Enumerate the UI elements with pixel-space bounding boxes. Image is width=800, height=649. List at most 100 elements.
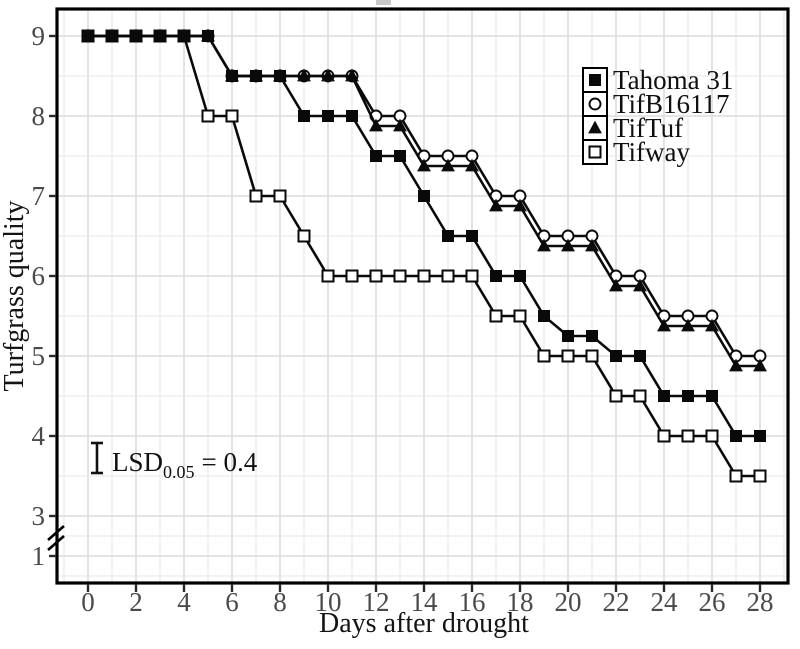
marker-filled-square-tahoma31	[538, 310, 550, 322]
marker-filled-triangle-tiftuf	[537, 238, 551, 252]
marker-open-square-tifway	[417, 269, 431, 283]
y-axis-break-slash	[47, 525, 65, 541]
marker-filled-triangle-tiftuf	[729, 358, 743, 372]
y-tick-label: 1	[32, 541, 46, 571]
marker-open-square-tifway	[513, 309, 527, 323]
marker-open-square-tifway	[321, 269, 335, 283]
marker-filled-square-tahoma31	[586, 330, 598, 342]
marker-filled-triangle-tiftuf	[753, 358, 767, 372]
marker-filled-triangle-tiftuf	[321, 68, 335, 82]
marker-filled-triangle-tiftuf	[681, 318, 695, 332]
lsd-label-value: = 0.4	[202, 447, 258, 477]
marker-open-square-tifway	[225, 109, 239, 123]
marker-filled-triangle-tiftuf	[633, 278, 647, 292]
x-tick-label: 20	[555, 587, 582, 617]
marker-open-square-tifway	[609, 389, 623, 403]
x-tick-label: 24	[651, 587, 679, 617]
marker-filled-square-tahoma31	[106, 30, 118, 42]
y-tick-label: 7	[32, 181, 46, 211]
marker-filled-square-tahoma31	[466, 230, 478, 242]
marker-filled-square-tahoma31	[610, 350, 622, 362]
marker-filled-square-tahoma31	[370, 150, 382, 162]
marker-filled-square-tahoma31	[130, 30, 142, 42]
marker-filled-triangle-tiftuf	[441, 158, 455, 172]
data-series	[81, 28, 767, 483]
marker-filled-square-tahoma31	[562, 330, 574, 342]
marker-filled-square-tahoma31	[394, 150, 406, 162]
legend-keys	[582, 67, 608, 165]
marker-open-square-tifway	[489, 309, 503, 323]
marker-filled-square-tahoma31	[658, 390, 670, 402]
lsd-label-main: LSD	[112, 447, 163, 477]
marker-filled-triangle-tiftuf	[393, 118, 407, 132]
marker-filled-triangle-legend-tiftuf	[588, 120, 602, 134]
marker-filled-square-tahoma31	[322, 110, 334, 122]
marker-open-square-tifway	[201, 109, 215, 123]
marker-filled-square-tahoma31	[418, 190, 430, 202]
y-tick-label: 9	[32, 21, 46, 51]
lsd-annotation: LSD0.05 = 0.4	[91, 441, 258, 482]
marker-filled-square-tahoma31	[250, 70, 262, 82]
legend-label-tahoma31: Tahoma 31	[613, 65, 733, 95]
lsd-label-subscript: 0.05	[163, 462, 195, 482]
marker-filled-triangle-tiftuf	[465, 158, 479, 172]
x-tick-label: 2	[129, 587, 143, 617]
x-tick-label: 10	[315, 587, 342, 617]
cropped-title-fragment	[376, 0, 391, 5]
x-tick-label: 0	[81, 587, 95, 617]
marker-filled-triangle-tiftuf	[585, 238, 599, 252]
marker-filled-triangle-tiftuf	[513, 198, 527, 212]
marker-open-square-tifway	[465, 269, 479, 283]
marker-filled-square-tahoma31	[154, 30, 166, 42]
marker-filled-square-tahoma31	[202, 30, 214, 42]
x-tick-label: 14	[411, 587, 439, 617]
marker-open-square-tifway	[705, 429, 719, 443]
marker-open-square-tifway	[753, 469, 767, 483]
marker-filled-square-tahoma31	[514, 270, 526, 282]
legend-label-tifb16117: TifB16117	[613, 89, 730, 119]
marker-filled-square-tahoma31	[682, 390, 694, 402]
marker-open-square-tifway	[561, 349, 575, 363]
marker-open-square-tifway	[393, 269, 407, 283]
marker-filled-square-tahoma31	[178, 30, 190, 42]
marker-open-square-tifway	[729, 469, 743, 483]
x-tick-label: 6	[225, 587, 239, 617]
y-axis-break-slash	[47, 535, 65, 551]
x-tick-label: 22	[603, 587, 630, 617]
marker-filled-triangle-tiftuf	[297, 68, 311, 82]
marker-filled-square-tahoma31	[442, 230, 454, 242]
marker-filled-square-tahoma31	[82, 30, 94, 42]
marker-open-square-tifway	[441, 269, 455, 283]
x-tick-label: 8	[273, 587, 287, 617]
marker-filled-square-tahoma31	[706, 390, 718, 402]
marker-filled-square-tahoma31	[226, 70, 238, 82]
y-tick-label: 6	[32, 261, 46, 291]
marker-filled-triangle-tiftuf	[369, 118, 383, 132]
marker-filled-triangle-tiftuf	[561, 238, 575, 252]
marker-open-square-tifway	[537, 349, 551, 363]
y-tick-label: 8	[32, 101, 46, 131]
marker-filled-square-tahoma31	[346, 110, 358, 122]
marker-filled-square-tahoma31	[274, 70, 286, 82]
lsd-label: LSD0.05 = 0.4	[112, 447, 258, 482]
legend-label-tifway: Tifway	[613, 137, 691, 167]
marker-filled-square-tahoma31	[634, 350, 646, 362]
marker-filled-square-tahoma31	[754, 430, 766, 442]
marker-open-square-tifway	[345, 269, 359, 283]
x-tick-label: 26	[699, 587, 726, 617]
x-axis-title: Days after drought	[319, 608, 529, 639]
x-tick-label: 28	[747, 587, 774, 617]
marker-open-square-tifway	[297, 229, 311, 243]
y-tick-label: 4	[32, 421, 46, 451]
marker-filled-triangle-tiftuf	[417, 158, 431, 172]
x-tick-label: 12	[363, 587, 390, 617]
marker-filled-square-tahoma31	[490, 270, 502, 282]
marker-filled-square-tahoma31	[730, 430, 742, 442]
marker-open-square-tifway	[585, 349, 599, 363]
marker-filled-triangle-tiftuf	[489, 198, 503, 212]
y-tick-label: 5	[32, 341, 46, 371]
marker-open-circle-legend-tifb16117	[588, 97, 602, 111]
